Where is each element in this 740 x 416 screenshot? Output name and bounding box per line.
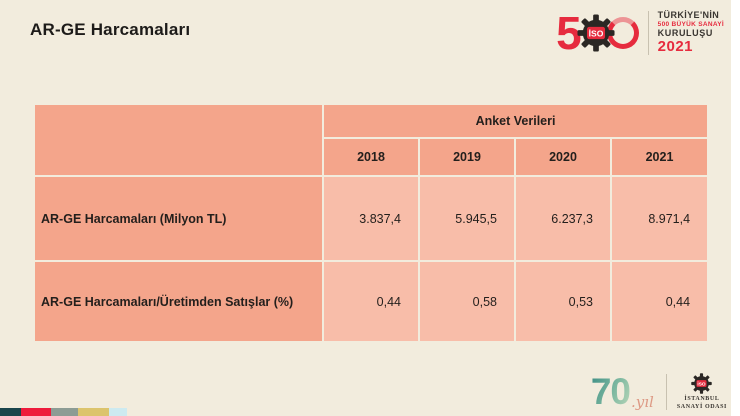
row-label-ratio: AR-GE Harcamaları/Üretimden Satışlar (%): [33, 260, 324, 343]
cell-value: 0,44: [322, 260, 420, 343]
footer-divider: [665, 374, 667, 410]
cell-value: 0,58: [418, 260, 516, 343]
table-row: AR-GE Harcamaları/Üretimden Satışlar (%)…: [33, 260, 710, 343]
cell-value: 0,44: [609, 260, 710, 343]
year-header-2018: 2018: [322, 137, 420, 177]
right-white-margin: [731, 0, 740, 416]
iso-500-logo: 5 İSO TÜRKİYE'NİN 500 BÜYÜK SANAYİ KURUL…: [556, 10, 724, 56]
iso-chamber-logo: İSO İSTANBUL SANAYİ ODASI: [677, 373, 727, 411]
iso-org-line1: İSTANBUL: [684, 396, 720, 402]
strip-segment-sage: [51, 408, 78, 416]
caption-line3: KURULUŞU: [657, 28, 713, 39]
strip-segment-gold: [78, 408, 109, 416]
iso-org-line2: SANAYİ ODASI: [676, 403, 727, 410]
year-header-2021: 2021: [609, 137, 710, 177]
iso-500-caption: TÜRKİYE'NİN 500 BÜYÜK SANAYİ KURULUŞU 20…: [658, 10, 724, 55]
cell-value: 8.971,4: [609, 175, 710, 262]
gear-icon: İSO: [577, 14, 615, 52]
row-label-expenditure: AR-GE Harcamaları (Milyon TL): [33, 175, 324, 262]
iso-badge-text: İSO: [588, 28, 603, 38]
cell-value: 5.945,5: [418, 175, 516, 262]
caption-year: 2021: [657, 38, 694, 56]
arge-table: Anket Verileri 2018 2019 2020 2021 AR-GE…: [33, 103, 710, 343]
cell-value: 3.837,4: [322, 175, 420, 262]
strip-segment-teal: [0, 408, 21, 416]
logo-divider: [647, 11, 649, 55]
bottom-color-strip: [0, 408, 127, 416]
footer-logos: 70 .yıl İSO İSTANBUL SANAYİ ODASI: [591, 373, 727, 411]
gear-icon: İSO: [691, 373, 713, 394]
anniversary-number: 70: [590, 371, 631, 413]
caption-line2: 500 BÜYÜK SANAYİ: [657, 20, 724, 28]
anniversary-70-logo: 70 .yıl: [590, 371, 654, 413]
caption-line1: TÜRKİYE'NİN: [657, 10, 720, 21]
strip-segment-red: [21, 408, 51, 416]
iso-badge-text: İSO: [698, 380, 706, 387]
page-title: AR-GE Harcamaları: [30, 20, 191, 39]
cell-value: 6.237,3: [514, 175, 612, 262]
iso-500-mark: 5 İSO: [556, 10, 639, 56]
iso-org-name: İSTANBUL SANAYİ ODASI: [677, 396, 727, 411]
strip-segment-blue: [109, 408, 127, 416]
table-row: AR-GE Harcamaları (Milyon TL) 3.837,4 5.…: [33, 175, 710, 262]
table-corner-cell: [33, 103, 324, 177]
year-header-2020: 2020: [514, 137, 612, 177]
year-header-2019: 2019: [418, 137, 516, 177]
table-group-header: Anket Verileri: [321, 103, 710, 139]
cell-value: 0,53: [514, 260, 612, 343]
anniversary-suffix: .yıl: [630, 392, 654, 411]
